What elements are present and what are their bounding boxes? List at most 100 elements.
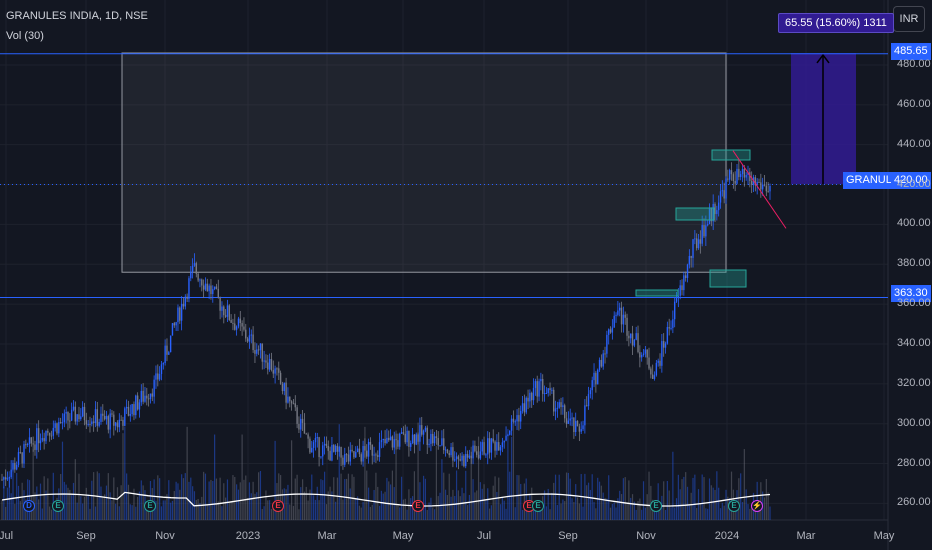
event-marker-dividend[interactable]: D: [23, 500, 35, 512]
candle-body: [690, 256, 692, 258]
volume-bar: [314, 499, 317, 520]
volume-bar: [245, 475, 247, 520]
event-marker-split[interactable]: ⚡: [751, 500, 763, 512]
candle-body: [135, 395, 137, 416]
candle-body: [703, 225, 705, 237]
volume-bar: [569, 478, 571, 520]
candle-body: [675, 297, 678, 302]
candle-body: [580, 429, 582, 432]
volume-bar: [364, 426, 366, 520]
volume-bar: [311, 474, 313, 520]
volume-bar: [386, 477, 388, 520]
volume-bar: [54, 506, 56, 520]
volume-bar: [740, 473, 742, 520]
candle-body: [670, 327, 672, 329]
candle-body: [382, 438, 384, 441]
candle-body: [760, 182, 762, 190]
volume-bar: [1, 500, 3, 520]
candle-body: [402, 432, 405, 434]
volume-bar: [591, 474, 593, 520]
currency-button[interactable]: INR: [893, 6, 925, 32]
volume-bar: [719, 508, 722, 520]
volume-bar: [382, 493, 384, 520]
volume-bar: [586, 485, 588, 520]
candle-body: [749, 172, 751, 181]
candle-body: [102, 413, 104, 416]
volume-bar: [237, 489, 240, 520]
event-marker-earnings-red[interactable]: E: [272, 500, 284, 512]
candle-body: [613, 315, 615, 328]
volume-bar: [668, 490, 670, 520]
event-marker-earnings[interactable]: E: [52, 500, 64, 512]
volume-bar: [160, 506, 163, 520]
volume-bar: [52, 472, 54, 520]
candle-body: [305, 433, 307, 435]
candle-body: [657, 360, 659, 363]
supply-demand-zone: [709, 269, 747, 288]
volume-bar: [94, 506, 97, 520]
event-marker-earnings[interactable]: E: [728, 500, 740, 512]
candle-body: [629, 333, 632, 339]
candle-body: [314, 438, 317, 443]
resistance-price-badge: 485.65: [891, 43, 931, 60]
volume-bar: [754, 504, 756, 520]
candle-body: [204, 283, 207, 290]
candle-body: [312, 442, 315, 448]
volume-bar: [410, 498, 412, 520]
volume-bar: [703, 477, 705, 520]
candle-body: [444, 449, 447, 451]
candle-body: [463, 455, 465, 467]
volume-bar: [474, 492, 476, 520]
candle-body: [177, 307, 179, 323]
candle-body: [406, 430, 408, 443]
volume-bar: [170, 502, 172, 520]
event-marker-earnings[interactable]: E: [144, 500, 156, 512]
volume-bar: [375, 472, 377, 520]
volume-bar: [609, 507, 612, 520]
candle-body: [300, 418, 302, 430]
candle-body: [470, 455, 472, 459]
volume-bar: [105, 485, 108, 520]
last-price-badge: 420.00: [891, 172, 931, 189]
volume-indicator-label[interactable]: Vol (30): [6, 30, 44, 42]
volume-bar: [300, 487, 302, 520]
candle-body: [666, 327, 669, 344]
volume-bar: [17, 485, 20, 520]
candle-body: [37, 428, 40, 444]
candle-body: [276, 368, 278, 370]
volume-bar: [294, 478, 296, 520]
volume-bar: [166, 494, 168, 520]
candle-body: [146, 395, 148, 399]
event-marker-earnings[interactable]: E: [532, 500, 544, 512]
candle-body: [243, 326, 245, 330]
candle-body: [499, 447, 502, 451]
volume-bar: [518, 475, 520, 520]
volume-bar: [355, 499, 357, 520]
volume-bar: [507, 428, 509, 520]
volume-bar: [102, 496, 104, 520]
candle-body: [441, 438, 443, 446]
price-axis-label: 420.00: [897, 177, 931, 190]
candle-body: [377, 455, 379, 457]
candle-body: [624, 314, 626, 318]
candle-body: [653, 375, 656, 379]
candle-body: [650, 368, 652, 375]
range-rectangle: [121, 52, 727, 273]
volume-bar: [400, 476, 403, 520]
candle-body: [373, 454, 375, 456]
volume-bar: [435, 445, 438, 520]
candle-body: [268, 359, 271, 370]
volume-bar: [644, 507, 646, 520]
volume-bar: [155, 500, 157, 520]
candle-body: [344, 454, 346, 465]
candle-body: [124, 408, 126, 426]
volume-bar: [45, 490, 47, 520]
event-marker-earnings-red[interactable]: E: [412, 500, 424, 512]
event-marker-earnings[interactable]: E: [650, 500, 662, 512]
volume-bar: [450, 496, 452, 520]
candle-body: [118, 419, 121, 428]
volume-bar: [721, 502, 723, 520]
volume-bar: [690, 492, 692, 520]
candle-body: [560, 402, 562, 408]
